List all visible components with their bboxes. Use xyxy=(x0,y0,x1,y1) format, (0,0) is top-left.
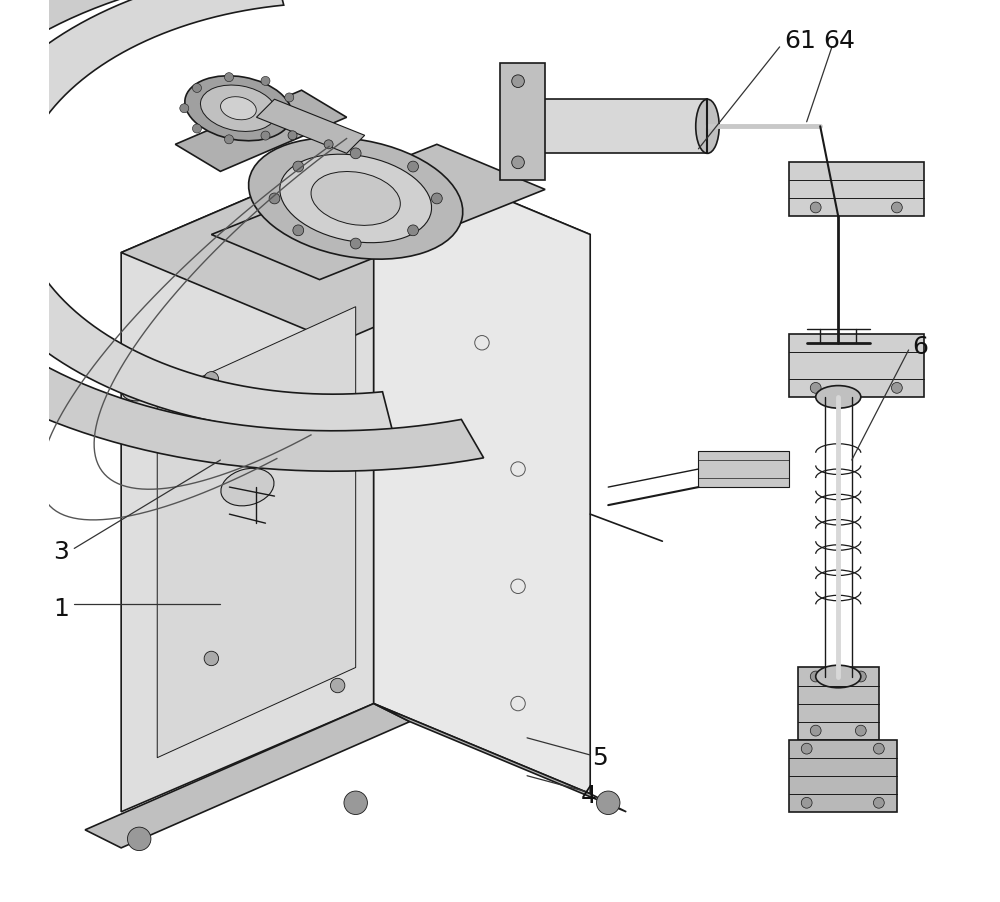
Circle shape xyxy=(810,202,821,213)
Polygon shape xyxy=(85,704,410,848)
Circle shape xyxy=(873,797,884,808)
Ellipse shape xyxy=(221,468,274,506)
Circle shape xyxy=(261,77,270,86)
Circle shape xyxy=(855,725,866,736)
Text: 1: 1 xyxy=(54,597,69,621)
Polygon shape xyxy=(0,0,484,471)
Circle shape xyxy=(350,238,361,249)
Circle shape xyxy=(801,743,812,754)
Circle shape xyxy=(285,93,294,102)
Circle shape xyxy=(431,193,442,204)
Circle shape xyxy=(204,651,219,666)
Circle shape xyxy=(801,797,812,808)
Circle shape xyxy=(512,75,524,87)
Polygon shape xyxy=(789,334,924,397)
Circle shape xyxy=(873,743,884,754)
Circle shape xyxy=(350,148,361,159)
Ellipse shape xyxy=(249,138,463,259)
Polygon shape xyxy=(500,63,545,180)
Ellipse shape xyxy=(816,666,861,687)
Circle shape xyxy=(293,225,304,235)
Circle shape xyxy=(891,202,902,213)
Polygon shape xyxy=(121,144,590,343)
Circle shape xyxy=(810,671,821,682)
Circle shape xyxy=(288,131,297,140)
Polygon shape xyxy=(374,144,590,794)
Text: 61: 61 xyxy=(784,29,816,52)
Circle shape xyxy=(597,791,620,815)
Text: 64: 64 xyxy=(823,29,855,52)
Polygon shape xyxy=(698,451,789,487)
Circle shape xyxy=(408,225,418,235)
Ellipse shape xyxy=(816,385,861,408)
Polygon shape xyxy=(175,90,347,171)
Ellipse shape xyxy=(185,76,292,141)
Ellipse shape xyxy=(311,171,400,226)
Polygon shape xyxy=(256,99,365,153)
Circle shape xyxy=(408,161,418,172)
Circle shape xyxy=(180,104,189,113)
Circle shape xyxy=(127,827,151,851)
Ellipse shape xyxy=(121,375,157,400)
Polygon shape xyxy=(0,0,392,433)
Circle shape xyxy=(225,73,234,82)
Circle shape xyxy=(285,115,294,124)
Circle shape xyxy=(891,382,902,393)
Ellipse shape xyxy=(506,99,530,153)
Text: 6: 6 xyxy=(912,336,928,359)
Circle shape xyxy=(810,725,821,736)
Polygon shape xyxy=(798,667,879,740)
Polygon shape xyxy=(211,144,545,280)
Circle shape xyxy=(204,372,219,386)
Ellipse shape xyxy=(200,85,276,132)
Circle shape xyxy=(855,671,866,682)
Circle shape xyxy=(293,161,304,172)
Circle shape xyxy=(512,156,524,169)
Text: 5: 5 xyxy=(592,746,608,769)
Text: 3: 3 xyxy=(54,540,69,564)
Circle shape xyxy=(192,84,201,93)
Polygon shape xyxy=(157,307,356,758)
Ellipse shape xyxy=(696,99,719,153)
Ellipse shape xyxy=(221,97,256,120)
Circle shape xyxy=(261,131,270,140)
Circle shape xyxy=(324,140,333,149)
Circle shape xyxy=(192,124,201,133)
Text: 4: 4 xyxy=(581,784,597,807)
Circle shape xyxy=(330,399,345,413)
Circle shape xyxy=(225,134,234,143)
Polygon shape xyxy=(374,704,626,812)
Circle shape xyxy=(344,791,367,815)
Circle shape xyxy=(810,382,821,393)
Polygon shape xyxy=(789,740,897,812)
Polygon shape xyxy=(518,99,707,153)
Polygon shape xyxy=(789,162,924,216)
Circle shape xyxy=(269,193,280,204)
Ellipse shape xyxy=(280,154,432,243)
Polygon shape xyxy=(121,144,374,812)
Circle shape xyxy=(330,678,345,693)
